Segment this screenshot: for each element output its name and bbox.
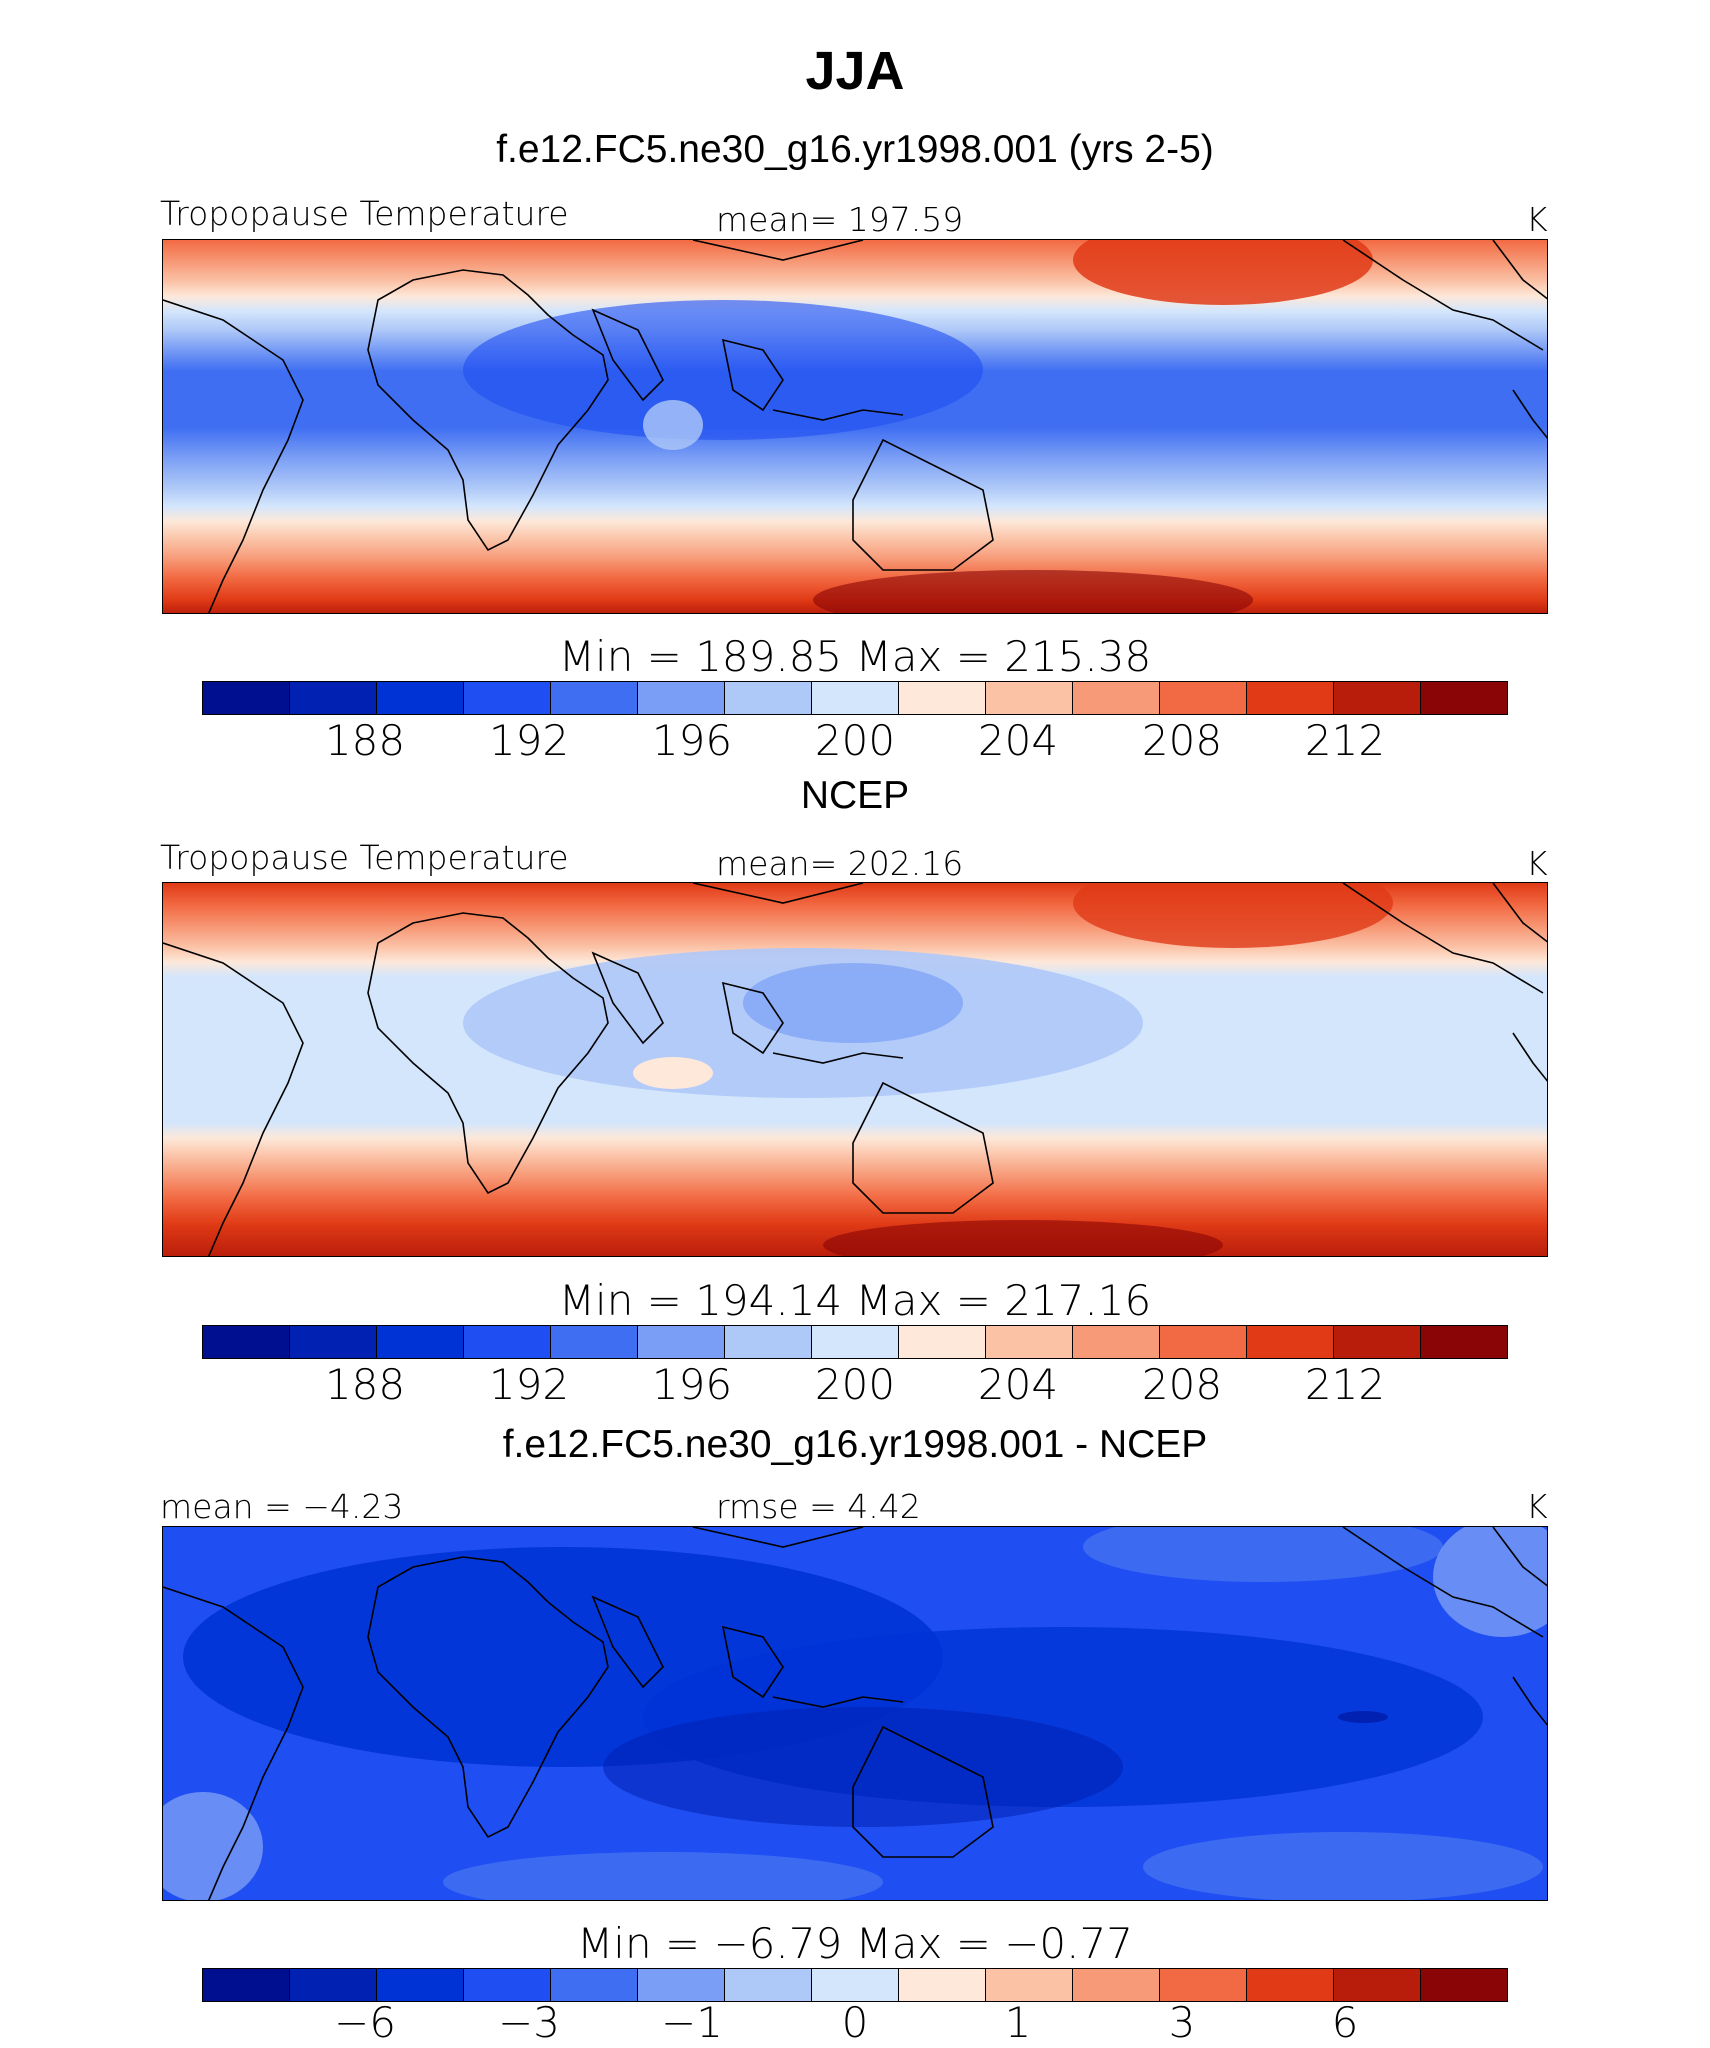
panel-3-colorbar [202, 1968, 1508, 2002]
panel-3-tick: −3 [498, 1998, 560, 2047]
panel-2-mean-label: mean= 202.16 [716, 844, 964, 883]
colorbar-swatch [899, 682, 986, 714]
panel-1-tick: 188 [324, 716, 406, 765]
colorbar-swatch [203, 1969, 290, 2001]
colorbar-swatch [899, 1326, 986, 1358]
colorbar-swatch [203, 682, 290, 714]
panel-2-colorbar [202, 1325, 1508, 1359]
colorbar-swatch [1334, 1326, 1421, 1358]
colorbar-swatch [1160, 682, 1247, 714]
panel-1-mean-label: mean= 197.59 [716, 200, 964, 239]
panel-2-variable-label: Tropopause Temperature [160, 838, 569, 877]
panel-3-tick: −1 [661, 1998, 723, 2047]
colorbar-swatch [1334, 682, 1421, 714]
panel-2-tick: 204 [977, 1360, 1059, 1409]
colorbar-swatch [812, 1969, 899, 2001]
panel-1-tick: 208 [1141, 716, 1223, 765]
colorbar-swatch [638, 1326, 725, 1358]
colorbar-swatch [551, 682, 638, 714]
colorbar-swatch [986, 1326, 1073, 1358]
colorbar-swatch [377, 1969, 464, 2001]
colorbar-swatch [899, 1969, 986, 2001]
panel-3-tick: −6 [334, 1998, 396, 2047]
panel-3-units: K [1526, 1487, 1548, 1526]
panel-1-tick: 212 [1304, 716, 1386, 765]
panel-3-tick: 3 [1168, 1998, 1196, 2047]
colorbar-swatch [290, 1326, 377, 1358]
figure-title: JJA [805, 41, 905, 101]
colorbar-swatch [203, 1326, 290, 1358]
panel-1-title: f.e12.FC5.ne30_g16.yr1998.001 (yrs 2-5) [496, 128, 1214, 171]
panel-2-tick: 196 [651, 1360, 733, 1409]
panel-2-tick: 200 [814, 1360, 896, 1409]
colorbar-swatch [725, 1326, 812, 1358]
colorbar-swatch [1073, 1969, 1160, 2001]
colorbar-swatch [986, 682, 1073, 714]
colorbar-swatch [1160, 1326, 1247, 1358]
panel-2-tick: 192 [488, 1360, 570, 1409]
colorbar-swatch [1073, 682, 1160, 714]
panel-1-tick: 200 [814, 716, 896, 765]
panel-1-units: K [1526, 200, 1548, 239]
colorbar-swatch [812, 682, 899, 714]
panel-3-rmse-label: rmse = 4.42 [716, 1487, 921, 1526]
panel-3-tick: 6 [1331, 1998, 1359, 2047]
colorbar-swatch [1073, 1326, 1160, 1358]
colorbar-swatch [464, 1969, 551, 2001]
panel-3-map [162, 1526, 1548, 1901]
colorbar-swatch [1421, 1969, 1507, 2001]
colorbar-swatch [725, 682, 812, 714]
colorbar-swatch [551, 1326, 638, 1358]
panel-1-variable-label: Tropopause Temperature [160, 194, 569, 233]
panel-1-tick: 196 [651, 716, 733, 765]
colorbar-swatch [290, 682, 377, 714]
colorbar-swatch [1160, 1969, 1247, 2001]
colorbar-swatch [1421, 1326, 1507, 1358]
panel-2-tick: 188 [324, 1360, 406, 1409]
colorbar-swatch [725, 1969, 812, 2001]
colorbar-swatch [377, 682, 464, 714]
panel-1-map [162, 239, 1548, 614]
colorbar-swatch [638, 682, 725, 714]
colorbar-swatch [986, 1969, 1073, 2001]
colorbar-swatch [551, 1969, 638, 2001]
colorbar-swatch [464, 682, 551, 714]
colorbar-swatch [1247, 1969, 1334, 2001]
colorbar-swatch [1421, 682, 1507, 714]
panel-2-tick: 208 [1141, 1360, 1223, 1409]
panel-3-tick: 0 [841, 1998, 869, 2047]
colorbar-swatch [290, 1969, 377, 2001]
colorbar-swatch [638, 1969, 725, 2001]
colorbar-swatch [1247, 682, 1334, 714]
colorbar-swatch [812, 1326, 899, 1358]
panel-3-mean-label: mean = −4.23 [160, 1487, 404, 1526]
panel-2-units: K [1526, 844, 1548, 883]
panel-1-minmax: Min = 189.85 Max = 215.38 [558, 632, 1152, 681]
panel-2-minmax: Min = 194.14 Max = 217.16 [558, 1276, 1152, 1325]
panel-3-minmax: Min = −6.79 Max = −0.77 [577, 1919, 1133, 1968]
panel-2-map [162, 882, 1548, 1257]
colorbar-swatch [377, 1326, 464, 1358]
panel-3-title: f.e12.FC5.ne30_g16.yr1998.001 - NCEP [502, 1423, 1208, 1466]
panel-2-tick: 212 [1304, 1360, 1386, 1409]
panel-3-tick: 1 [1004, 1998, 1032, 2047]
colorbar-swatch [464, 1326, 551, 1358]
panel-1-tick: 192 [488, 716, 570, 765]
panel-1-tick: 204 [977, 716, 1059, 765]
panel-2-title: NCEP [800, 774, 910, 817]
colorbar-swatch [1334, 1969, 1421, 2001]
colorbar-swatch [1247, 1326, 1334, 1358]
panel-1-colorbar [202, 681, 1508, 715]
